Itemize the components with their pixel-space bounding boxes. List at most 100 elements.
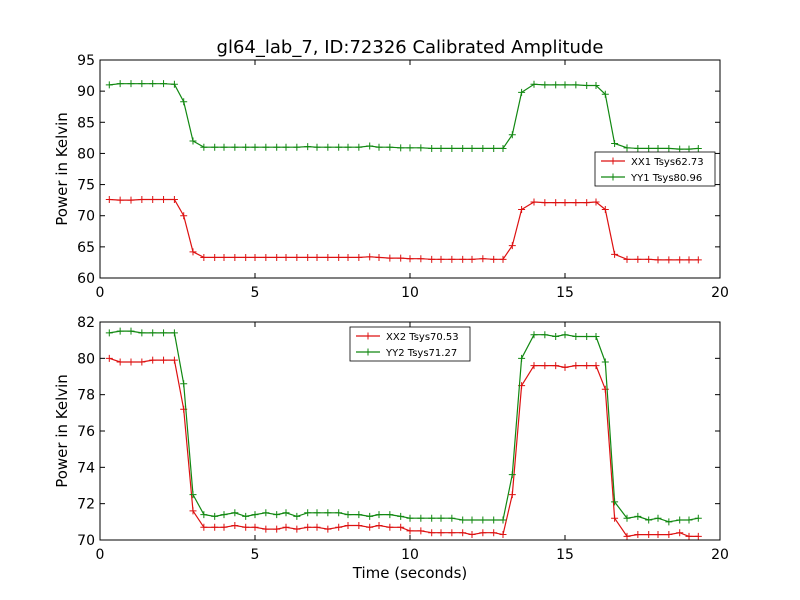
legend: XX1 Tsys62.73 YY1 Tsys80.96 bbox=[594, 151, 716, 187]
data-point bbox=[601, 358, 609, 366]
data-point bbox=[417, 144, 425, 152]
data-point bbox=[530, 198, 538, 206]
data-point bbox=[479, 255, 487, 263]
data-point bbox=[601, 90, 609, 98]
data-point bbox=[459, 529, 467, 537]
data-point bbox=[468, 531, 476, 539]
y-tick-label: 60 bbox=[77, 271, 95, 287]
data-point bbox=[428, 255, 436, 263]
y-tick-label: 74 bbox=[77, 460, 95, 476]
data-point bbox=[160, 80, 168, 88]
data-point bbox=[634, 512, 642, 520]
data-point bbox=[623, 514, 631, 522]
data-point bbox=[180, 98, 188, 106]
data-point bbox=[149, 356, 157, 364]
data-point bbox=[572, 362, 580, 370]
series-line bbox=[109, 198, 699, 261]
data-point bbox=[428, 144, 436, 152]
data-point bbox=[304, 143, 312, 151]
data-point bbox=[468, 516, 476, 524]
data-point bbox=[170, 196, 178, 204]
data-point bbox=[623, 532, 631, 540]
data-point bbox=[116, 80, 124, 88]
data-point bbox=[138, 358, 146, 366]
data-point bbox=[685, 145, 693, 153]
data-point bbox=[583, 82, 591, 90]
data-point bbox=[189, 491, 197, 499]
data-point bbox=[654, 514, 662, 522]
data-point bbox=[293, 512, 301, 520]
data-point bbox=[417, 527, 425, 535]
data-point bbox=[448, 514, 456, 522]
data-point bbox=[428, 514, 436, 522]
data-point bbox=[541, 81, 549, 89]
data-point bbox=[552, 81, 560, 89]
data-point bbox=[335, 143, 343, 151]
data-point bbox=[242, 512, 250, 520]
legend-label: XX1 Tsys62.73 bbox=[631, 157, 704, 168]
data-point bbox=[127, 80, 135, 88]
data-point bbox=[251, 523, 259, 531]
data-point bbox=[499, 144, 507, 152]
data-point bbox=[508, 471, 516, 479]
data-point bbox=[170, 329, 178, 337]
data-point bbox=[530, 80, 538, 88]
data-point bbox=[324, 143, 332, 151]
data-point bbox=[375, 253, 383, 261]
series-2 bbox=[105, 80, 702, 153]
data-point bbox=[105, 329, 113, 337]
data-point bbox=[170, 80, 178, 88]
data-point bbox=[220, 511, 228, 519]
data-point bbox=[189, 507, 197, 515]
data-point bbox=[468, 255, 476, 263]
data-point bbox=[479, 144, 487, 152]
data-point bbox=[468, 144, 476, 152]
data-point bbox=[324, 525, 332, 533]
data-point bbox=[583, 199, 591, 207]
x-tick-label: 20 bbox=[711, 547, 729, 563]
data-point bbox=[406, 255, 414, 263]
data-point bbox=[508, 242, 516, 250]
data-point bbox=[262, 143, 270, 151]
data-point bbox=[273, 511, 281, 519]
data-point bbox=[490, 255, 498, 263]
data-point bbox=[685, 532, 693, 540]
data-point bbox=[397, 254, 405, 262]
legend-box bbox=[349, 326, 471, 362]
data-point bbox=[335, 509, 343, 517]
data-point bbox=[499, 255, 507, 263]
data-point bbox=[138, 80, 146, 88]
data-point bbox=[437, 144, 445, 152]
data-point bbox=[645, 144, 653, 152]
data-point bbox=[251, 253, 259, 261]
data-point bbox=[676, 145, 684, 153]
data-point bbox=[335, 253, 343, 261]
data-point bbox=[273, 525, 281, 533]
x-axis-label: Time (seconds) bbox=[352, 564, 468, 582]
series-1 bbox=[105, 354, 702, 540]
x-tick-label: 5 bbox=[251, 285, 260, 301]
data-point bbox=[448, 144, 456, 152]
data-point bbox=[583, 333, 591, 341]
data-point bbox=[105, 196, 113, 204]
data-point bbox=[694, 144, 702, 152]
data-point bbox=[634, 255, 642, 263]
data-point bbox=[200, 143, 208, 151]
data-point bbox=[601, 205, 609, 213]
bottom-plot: 0 5 10 15 20 70 72 74 76 78 80 82 Power in Kelvin XX2… bbox=[53, 315, 729, 563]
data-point bbox=[180, 212, 188, 220]
x-tick-label: 0 bbox=[96, 547, 105, 563]
data-point bbox=[552, 333, 560, 341]
data-point bbox=[313, 253, 321, 261]
data-point bbox=[149, 80, 157, 88]
data-point bbox=[518, 205, 526, 213]
data-point bbox=[508, 491, 516, 499]
y-axis-label: Power in Kelvin bbox=[53, 112, 71, 226]
chart-title: gl64_lab_7, ID:72326 Calibrated Amplitud… bbox=[217, 37, 604, 58]
y-tick-label: 72 bbox=[77, 497, 95, 513]
data-point bbox=[541, 331, 549, 339]
y-tick-label: 95 bbox=[77, 53, 95, 69]
data-point bbox=[189, 137, 197, 145]
data-point bbox=[211, 253, 219, 261]
